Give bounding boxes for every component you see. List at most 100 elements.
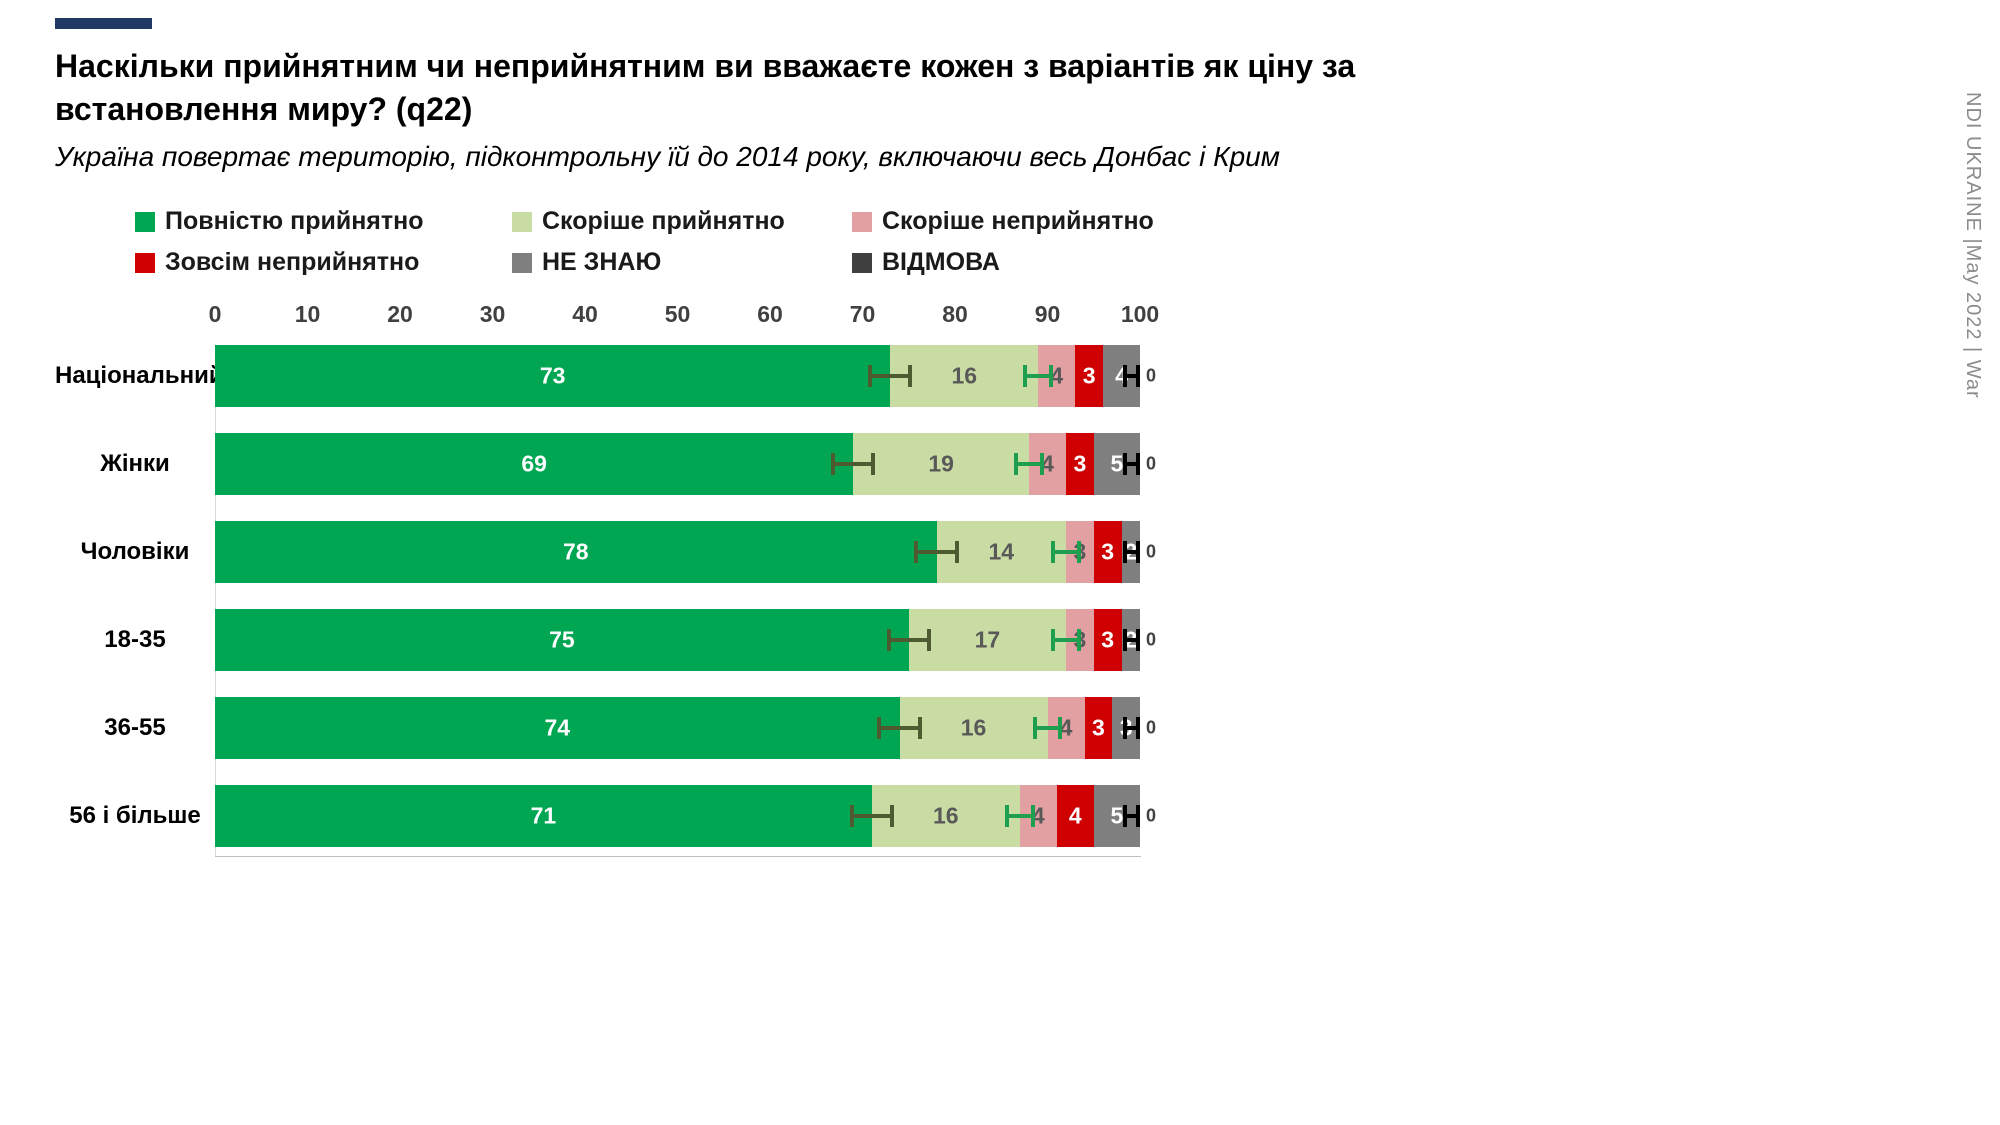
legend-item: Скоріше неприйнятно [852,207,2000,236]
segment-value: 4 [1031,802,1045,829]
error-bar-cap [1135,629,1140,652]
error-bar-cap [1023,365,1028,388]
page-title: Наскільки прийнятним чи неприйнятним ви … [55,48,1356,128]
bar-segment [215,433,854,496]
segment-value: 17 [974,626,1001,653]
segment-value: 16 [932,802,959,829]
category-label: Чоловіки [80,538,190,566]
error-bar [1023,365,1054,388]
error-bar [849,805,894,828]
bar-segment [215,609,909,672]
error-bar-cap [1014,453,1019,476]
error-bar-cap [1051,629,1056,652]
segment-value: 0 [1146,365,1157,386]
bar-track: 74164330 [215,697,1156,760]
segment-value: 71 [530,802,557,829]
error-bar-cap [1030,805,1035,828]
error-bar-line [914,550,959,555]
legend-item: Повністю прийнятно [135,207,512,236]
legend-swatch-icon [852,252,872,273]
error-bar-line [868,374,913,379]
segment-value: 3 [1101,538,1115,565]
error-bar-cap [886,629,891,652]
bar-row: Жінки 69 19 4 3 5 0 [55,433,1156,496]
error-bar [1123,453,1140,476]
error-bar-line [849,814,894,819]
error-bar-cap [1135,717,1140,740]
error-bar [914,541,959,564]
error-bar-line [877,726,922,731]
segment-value: 3 [1082,362,1096,389]
side-caption: NDI UKRAINE |May 2022 | War [1962,92,1984,399]
error-bar-cap [908,365,913,388]
error-bar-line [1123,638,1140,643]
error-bar-cap [1039,453,1044,476]
error-bar-cap [1123,365,1128,388]
segment-value: 4 [1059,714,1073,741]
error-bar-cap [868,365,873,388]
bar-segment [899,697,1048,760]
legend-swatch-icon [512,211,532,232]
error-bar-cap [1076,629,1081,652]
bar-track: 71 16 4 4 5 0 [215,785,1156,848]
category-label: 36-55 [104,714,166,742]
error-bar-line [1032,726,1063,731]
stacked-bar-chart: 0 10 20 30 40 50 60 70 80 90 100 Національний 73 16 4… [55,301,2000,858]
legend-label: Скоріше прийнятно [542,207,785,236]
legend-item: ВІДМОВА [852,248,2000,277]
error-bar-cap [1076,541,1081,564]
error-bar-cap [849,805,854,828]
error-bar-cap [1032,717,1037,740]
bar-row: 18-3575173320 [55,609,1156,672]
error-bar-line [886,638,931,643]
x-axis-line [215,856,1141,858]
segment-value: 14 [988,538,1015,565]
error-bar-cap [1058,717,1063,740]
error-bar-cap [889,805,894,828]
bar-segment [1093,521,1122,584]
category-label: Жінки [100,450,170,478]
error-bar [1032,717,1063,740]
error-bar [886,629,931,652]
error-bar [1123,805,1140,828]
error-bar [1123,541,1140,564]
segment-value: 5 [1110,802,1124,829]
x-tick-label: 50 [664,301,691,328]
segment-value: 0 [1146,629,1157,650]
segment-value: 3 [1073,450,1087,477]
legend-label: НЕ ЗНАЮ [542,248,662,277]
legend-swatch-icon [135,252,155,273]
error-bar-line [1051,638,1081,643]
segment-value: 0 [1146,453,1157,474]
bar-segment [215,785,872,848]
segment-value: 3 [1091,714,1105,741]
category-label: 18-35 [104,626,166,654]
error-bar-cap [1135,541,1140,564]
error-bar [1051,629,1081,652]
error-bar-cap [1135,805,1140,828]
segment-value: 16 [951,362,978,389]
segment-value: 19 [928,450,954,477]
bar-segment [1066,433,1094,496]
accent-bar [55,18,152,29]
y-axis-line [215,345,216,858]
segment-value: 4 [1068,802,1082,829]
bar-segment [215,521,937,584]
x-tick-label: 60 [757,301,783,328]
legend-label: Повністю прийнятно [165,207,424,236]
error-bar-line [1023,374,1054,379]
x-tick-label: 0 [208,301,222,328]
error-bar-cap [1123,453,1128,476]
error-bar [1004,805,1035,828]
segment-value: 3 [1101,626,1115,653]
segment-value: 5 [1110,450,1124,477]
segment-value: 0 [1146,805,1157,826]
error-bar-cap [1049,365,1054,388]
bar-segment [890,345,1039,408]
error-bar-line [831,462,876,467]
error-bar-cap [1135,365,1140,388]
segment-value: 69 [521,450,547,477]
legend-swatch-icon [852,211,872,232]
x-tick-label: 40 [572,301,598,328]
bar-segment [853,433,1029,496]
